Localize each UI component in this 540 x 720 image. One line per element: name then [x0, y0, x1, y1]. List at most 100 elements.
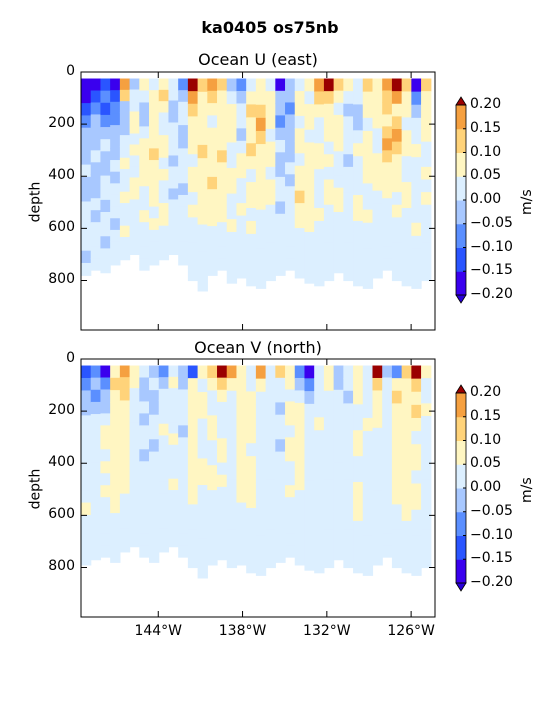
colorbar-segment: [456, 416, 466, 441]
velocity-cell: [382, 210, 393, 223]
velocity-cell: [285, 377, 296, 391]
velocity-cell: [265, 229, 276, 244]
velocity-cell: [421, 491, 432, 505]
velocity-cell: [285, 509, 296, 522]
velocity-cell: [119, 423, 131, 436]
velocity-cell: [275, 103, 286, 117]
velocity-cell: [246, 533, 257, 548]
velocity-cell: [421, 390, 432, 404]
velocity-cell: [421, 267, 432, 282]
velocity-cell: [353, 169, 364, 183]
velocity-cell: [343, 479, 354, 493]
velocity-cell: [226, 168, 238, 182]
velocity-cell: [353, 130, 364, 144]
velocity-cell: [372, 377, 383, 392]
velocity-cell: [314, 78, 325, 93]
velocity-cell: [187, 192, 199, 206]
velocity-cell: [246, 104, 257, 118]
velocity-cell: [265, 516, 276, 531]
velocity-cell: [421, 516, 432, 531]
velocity-cell: [382, 258, 393, 271]
velocity-cell: [217, 114, 228, 127]
velocity-cell: [275, 201, 286, 215]
velocity-cell: [362, 78, 374, 93]
velocity-cell: [401, 404, 412, 418]
velocity-cell: [255, 549, 267, 563]
velocity-cell: [197, 498, 208, 513]
velocity-cell: [343, 91, 354, 105]
velocity-cell: [401, 195, 412, 209]
velocity-cell: [178, 171, 189, 184]
velocity-cell: [236, 502, 247, 516]
velocity-cell: [353, 482, 364, 496]
velocity-cell: [343, 267, 354, 282]
velocity-cell: [226, 104, 238, 118]
velocity-cell: [110, 183, 121, 196]
velocity-cell: [81, 238, 92, 252]
velocity-cell: [226, 231, 238, 246]
velocity-cell: [304, 129, 315, 144]
velocity-cell: [255, 535, 267, 550]
velocity-cell: [119, 493, 131, 506]
velocity-cell: [343, 204, 354, 218]
velocity-cell: [110, 414, 121, 428]
velocity-cell: [168, 501, 179, 514]
velocity-cell: [304, 557, 315, 571]
velocity-cell: [343, 416, 354, 430]
velocity-cell: [333, 127, 344, 140]
velocity-cell: [226, 78, 238, 92]
velocity-cell: [323, 479, 335, 493]
velocity-cell: [207, 490, 218, 504]
velocity-cell: [372, 78, 383, 92]
velocity-cell: [314, 91, 325, 106]
velocity-cell: [391, 441, 403, 455]
colorbar-segment: [456, 152, 466, 177]
velocity-cell: [314, 520, 325, 535]
velocity-cell: [100, 163, 111, 177]
velocity-cell: [187, 390, 199, 404]
velocity-cell: [314, 404, 325, 418]
velocity-cell: [100, 151, 111, 165]
velocity-cell: [275, 402, 286, 416]
velocity-cell: [149, 90, 160, 103]
velocity-cell: [187, 166, 199, 181]
velocity-cell: [294, 477, 306, 491]
velocity-cell: [265, 166, 276, 181]
velocity-cell: [110, 500, 121, 514]
velocity-cell: [110, 171, 121, 184]
velocity-cell: [100, 437, 111, 450]
velocity-cell: [275, 488, 286, 502]
velocity-cell: [100, 139, 111, 152]
velocity-cell: [304, 168, 315, 182]
velocity-cell: [421, 542, 432, 556]
velocity-cell: [236, 402, 247, 416]
velocity-cell: [372, 402, 383, 416]
velocity-cell: [168, 188, 179, 201]
velocity-cell: [285, 174, 296, 187]
velocity-cell: [265, 365, 276, 379]
velocity-cell: [391, 365, 403, 379]
velocity-cell: [275, 365, 286, 379]
velocity-cell: [168, 467, 179, 480]
velocity-cell: [129, 422, 140, 435]
velocity-cell: [197, 237, 208, 252]
velocity-cell: [391, 91, 403, 105]
velocity-cell: [149, 377, 160, 391]
velocity-cell: [401, 130, 412, 144]
velocity-cell: [421, 129, 432, 143]
velocity-cell: [255, 196, 267, 211]
velocity-cell: [421, 217, 432, 231]
velocity-cell: [382, 545, 393, 558]
velocity-cell: [275, 463, 286, 477]
velocity-cell: [110, 439, 121, 453]
velocity-cell: [246, 195, 257, 209]
velocity-cell: [333, 248, 344, 262]
velocity-cell: [304, 91, 315, 105]
velocity-cell: [421, 78, 432, 92]
velocity-cell: [353, 208, 364, 222]
velocity-cell: [372, 440, 383, 454]
velocity-cell: [382, 449, 393, 462]
velocity-cell: [81, 103, 92, 117]
velocity-cell: [139, 102, 150, 116]
velocity-cell: [217, 462, 228, 476]
